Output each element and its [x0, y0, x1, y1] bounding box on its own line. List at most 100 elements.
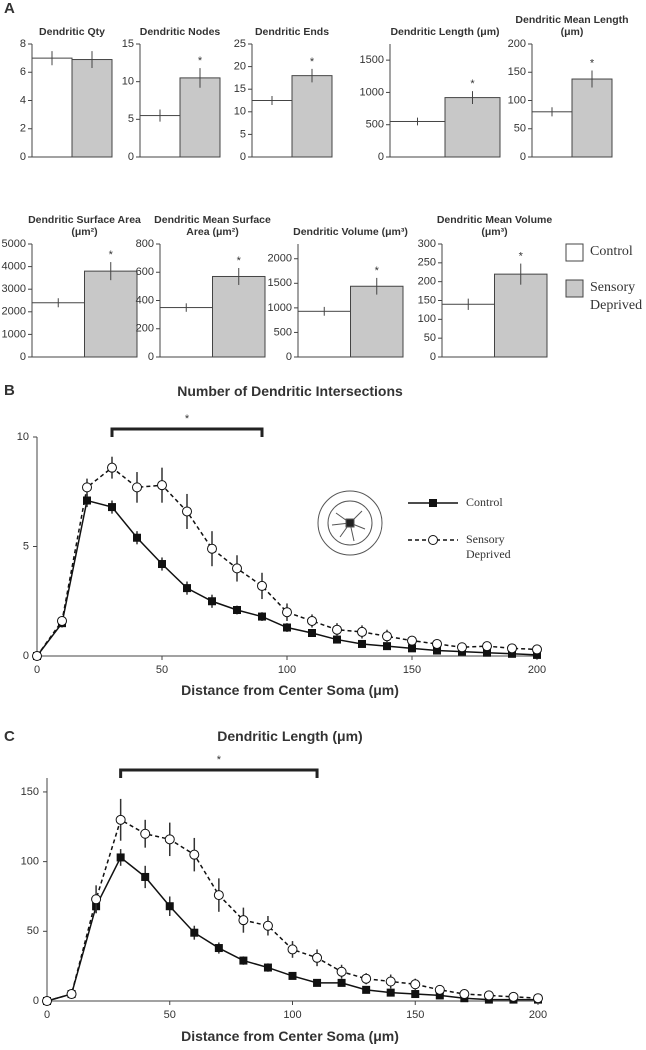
- bar: [212, 275, 266, 358]
- y-tick-label: 10: [17, 431, 29, 443]
- legend-marker: [429, 499, 437, 507]
- panel-label: A: [4, 0, 15, 17]
- marker: [66, 989, 77, 1000]
- bar: [159, 307, 213, 358]
- y-tick-label: 250: [418, 257, 436, 269]
- y-tick-label: 10: [234, 106, 246, 118]
- marker: [307, 615, 317, 626]
- panel-label: B: [4, 382, 15, 399]
- x-tick-label: 150: [403, 664, 421, 676]
- marker: [108, 503, 116, 512]
- y-tick-label: 0: [430, 351, 436, 363]
- dendrites: [331, 510, 366, 542]
- marker: [483, 990, 494, 1001]
- bar: [71, 59, 113, 158]
- x-tick-label: 150: [406, 1009, 424, 1021]
- marker: [358, 639, 366, 648]
- chart-title: Dendritic Surface Area (μm²): [28, 214, 141, 238]
- significance-mark: *: [519, 250, 524, 262]
- y-tick-label: 500: [274, 326, 292, 338]
- marker: [42, 996, 52, 1006]
- y-tick-label: 20: [234, 61, 246, 73]
- x-tick-label: 200: [528, 664, 546, 676]
- marker: [82, 482, 92, 493]
- y-tick-label: 500: [366, 119, 384, 131]
- significance-bracket: [110, 427, 264, 437]
- y-tick-label: 400: [136, 294, 154, 306]
- significance-mark: *: [185, 413, 190, 425]
- bar: [441, 303, 495, 358]
- marker: [411, 990, 420, 999]
- series-line: [36, 466, 538, 657]
- marker: [459, 989, 470, 1000]
- y-tick-label: 2000: [268, 253, 292, 265]
- legend-label: Sensory Deprived: [590, 280, 643, 313]
- y-tick-label: 0: [20, 351, 26, 363]
- marker: [407, 635, 417, 646]
- legend-marker: [428, 535, 438, 545]
- marker: [507, 643, 517, 654]
- y-tick-label: 2000: [2, 306, 26, 318]
- marker: [410, 979, 421, 990]
- x-axis-label: Distance from Center Soma (μm): [181, 1028, 399, 1044]
- chart-title: Dendritic Volume (μm³): [293, 226, 408, 238]
- marker: [157, 480, 167, 491]
- y-tick-label: 300: [418, 238, 436, 250]
- y-tick-label: 50: [514, 123, 526, 135]
- chart-title: Dendritic Mean Volume (μm³): [436, 214, 553, 238]
- x-tick-label: 0: [34, 664, 40, 676]
- marker: [332, 624, 342, 635]
- bar: [389, 120, 446, 158]
- chart-title: Dendritic Qty: [39, 26, 105, 38]
- marker: [190, 928, 199, 937]
- y-tick-label: 50: [27, 925, 39, 937]
- y-tick-label: 50: [424, 332, 436, 344]
- y-tick-label: 1500: [268, 277, 292, 289]
- marker: [483, 648, 491, 657]
- y-tick-label: 1000: [268, 302, 292, 314]
- y-tick-label: 0: [128, 151, 134, 163]
- marker: [362, 985, 371, 994]
- chart-title: Dendritic Length (μm): [217, 728, 363, 744]
- marker: [182, 506, 192, 517]
- marker: [83, 496, 91, 505]
- significance-mark: *: [109, 249, 114, 261]
- marker: [383, 642, 391, 651]
- y-tick-label: 200: [508, 38, 526, 50]
- y-tick-label: 0: [33, 995, 39, 1007]
- marker: [336, 966, 347, 977]
- y-tick-label: 1000: [2, 328, 26, 340]
- y-tick-label: 5: [128, 113, 134, 125]
- y-tick-label: 800: [136, 238, 154, 250]
- marker: [183, 584, 191, 593]
- bar: [531, 111, 573, 158]
- y-tick-label: 10: [122, 76, 134, 88]
- series-line: [36, 499, 538, 657]
- x-axis-label: Distance from Center Soma (μm): [181, 682, 399, 698]
- y-tick-label: 1500: [360, 54, 384, 66]
- y-tick-label: 600: [136, 266, 154, 278]
- y-tick-label: 150: [508, 66, 526, 78]
- y-tick-label: 0: [23, 650, 29, 662]
- bar: [251, 100, 293, 158]
- bar: [179, 77, 221, 158]
- marker: [57, 615, 67, 626]
- marker: [482, 641, 492, 652]
- marker: [238, 915, 249, 926]
- marker: [308, 629, 316, 638]
- x-tick-label: 100: [278, 664, 296, 676]
- marker: [262, 920, 273, 931]
- marker: [434, 984, 445, 995]
- legend-label: Sensory Deprived: [466, 532, 511, 561]
- marker: [337, 978, 346, 987]
- marker: [116, 853, 125, 862]
- x-tick-label: 200: [529, 1009, 547, 1021]
- marker: [91, 894, 102, 905]
- marker: [432, 638, 442, 649]
- marker: [133, 533, 141, 542]
- soma: [345, 518, 355, 528]
- y-tick-label: 3000: [2, 283, 26, 295]
- y-tick-label: 200: [136, 323, 154, 335]
- marker: [408, 644, 416, 653]
